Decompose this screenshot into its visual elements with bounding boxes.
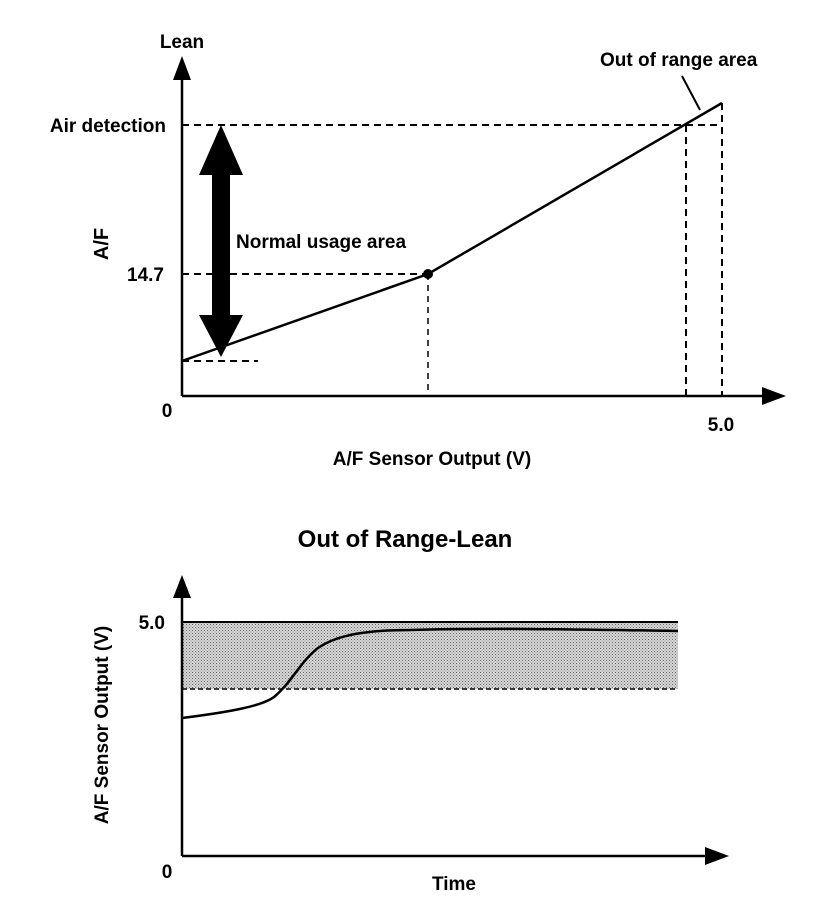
bottom-x-axis-label: Time [432,874,476,895]
lean-label: Lean [160,32,204,53]
bottom-y-axis-label: A/F Sensor Output (V) [92,626,113,824]
stoich-point [423,269,433,279]
normal-usage-arrow [199,125,243,357]
top-origin-label: 0 [162,401,173,422]
top-y-axis-label: A/F [91,228,113,260]
bottom-y-tick-max: 5.0 [139,613,165,634]
bottom-origin-label: 0 [162,862,173,883]
top-chart: Lean Air detection 14.7 0 5.0 A/F Sensor… [50,32,786,470]
top-x-axis-label: A/F Sensor Output (V) [333,449,531,470]
out-of-range-label: Out of range area [600,50,758,71]
bottom-x-axis-arrow [705,847,729,865]
stoich-label: 14.7 [127,265,164,286]
normal-usage-label: Normal usage area [236,232,406,253]
bottom-chart: Out of Range-Lean 5.0 0 Time A/F Sensor … [92,526,729,895]
out-of-range-band [182,622,678,689]
top-y-axis-arrow [173,56,191,80]
bottom-y-axis-arrow [173,575,191,598]
out-of-range-pointer [681,75,701,111]
top-x-tick-max: 5.0 [708,415,734,436]
top-x-axis-arrow [762,387,786,405]
bottom-chart-title: Out of Range-Lean [298,526,513,553]
sensor-output-curve [181,627,679,720]
air-detection-label: Air detection [50,116,166,137]
